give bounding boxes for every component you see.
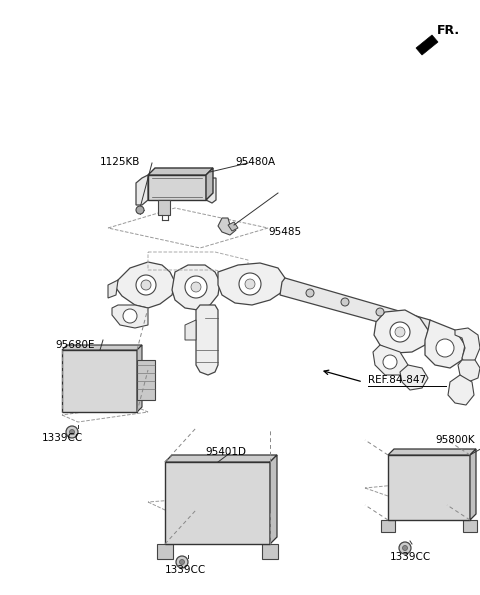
Polygon shape bbox=[218, 263, 285, 305]
Polygon shape bbox=[108, 280, 118, 298]
Text: 1125KB: 1125KB bbox=[100, 157, 140, 167]
Polygon shape bbox=[137, 360, 155, 400]
Polygon shape bbox=[228, 222, 238, 231]
Polygon shape bbox=[400, 365, 428, 390]
Circle shape bbox=[185, 276, 207, 298]
Polygon shape bbox=[262, 544, 278, 559]
Polygon shape bbox=[165, 455, 277, 462]
Circle shape bbox=[136, 206, 144, 214]
Circle shape bbox=[399, 542, 411, 554]
Bar bbox=[112, 374, 122, 386]
Polygon shape bbox=[62, 345, 142, 350]
Text: REF.84-847: REF.84-847 bbox=[368, 375, 426, 385]
Bar bbox=[183, 477, 252, 529]
Polygon shape bbox=[185, 320, 196, 340]
Polygon shape bbox=[448, 375, 474, 405]
Circle shape bbox=[245, 279, 255, 289]
Polygon shape bbox=[388, 455, 470, 520]
Polygon shape bbox=[388, 449, 476, 455]
Bar bbox=[112, 358, 122, 370]
Text: 95485: 95485 bbox=[268, 227, 301, 237]
Circle shape bbox=[239, 273, 261, 295]
Polygon shape bbox=[148, 168, 213, 175]
Polygon shape bbox=[148, 175, 206, 200]
Circle shape bbox=[70, 430, 74, 434]
Text: 95680E: 95680E bbox=[55, 340, 95, 350]
Text: FR.: FR. bbox=[437, 23, 460, 36]
Polygon shape bbox=[158, 200, 170, 215]
Polygon shape bbox=[218, 218, 236, 235]
Bar bbox=[70, 374, 80, 386]
Circle shape bbox=[390, 322, 410, 342]
Polygon shape bbox=[270, 455, 277, 544]
Polygon shape bbox=[206, 178, 216, 203]
Circle shape bbox=[141, 280, 151, 290]
Polygon shape bbox=[137, 345, 142, 412]
Circle shape bbox=[403, 546, 408, 550]
Bar bbox=[98, 390, 108, 402]
Polygon shape bbox=[172, 265, 220, 310]
Bar bbox=[98, 374, 108, 386]
Bar bbox=[112, 390, 122, 402]
Polygon shape bbox=[425, 320, 465, 368]
Text: 1339CC: 1339CC bbox=[42, 433, 83, 443]
Polygon shape bbox=[62, 350, 137, 412]
Circle shape bbox=[383, 355, 397, 369]
Text: 95800K: 95800K bbox=[435, 435, 475, 445]
Text: 1339CC: 1339CC bbox=[390, 552, 431, 562]
Circle shape bbox=[395, 327, 405, 337]
Circle shape bbox=[341, 298, 349, 306]
Circle shape bbox=[136, 275, 156, 295]
Bar bbox=[84, 358, 94, 370]
Bar bbox=[402, 467, 456, 508]
Circle shape bbox=[306, 289, 314, 297]
Bar bbox=[70, 390, 80, 402]
Polygon shape bbox=[455, 328, 480, 365]
Polygon shape bbox=[136, 175, 148, 205]
Bar bbox=[98, 358, 108, 370]
Text: 95480A: 95480A bbox=[235, 157, 275, 167]
Circle shape bbox=[66, 426, 78, 438]
Polygon shape bbox=[463, 520, 477, 532]
Bar bbox=[84, 374, 94, 386]
Polygon shape bbox=[116, 262, 175, 308]
Circle shape bbox=[123, 309, 137, 323]
Circle shape bbox=[436, 339, 454, 357]
Circle shape bbox=[176, 556, 188, 568]
Bar bbox=[70, 358, 80, 370]
Polygon shape bbox=[416, 35, 438, 55]
Circle shape bbox=[191, 282, 201, 292]
Polygon shape bbox=[206, 168, 213, 200]
Polygon shape bbox=[165, 462, 270, 544]
Polygon shape bbox=[381, 520, 395, 532]
Polygon shape bbox=[470, 449, 476, 520]
Polygon shape bbox=[280, 278, 435, 335]
Polygon shape bbox=[373, 345, 408, 375]
Polygon shape bbox=[458, 360, 480, 382]
Circle shape bbox=[180, 559, 184, 565]
Text: 95401D: 95401D bbox=[205, 447, 246, 457]
Polygon shape bbox=[196, 305, 218, 375]
Polygon shape bbox=[157, 544, 173, 559]
Bar bbox=[84, 390, 94, 402]
Polygon shape bbox=[112, 305, 148, 328]
Text: 1339CC: 1339CC bbox=[165, 565, 206, 575]
Circle shape bbox=[376, 308, 384, 316]
Polygon shape bbox=[374, 310, 428, 353]
